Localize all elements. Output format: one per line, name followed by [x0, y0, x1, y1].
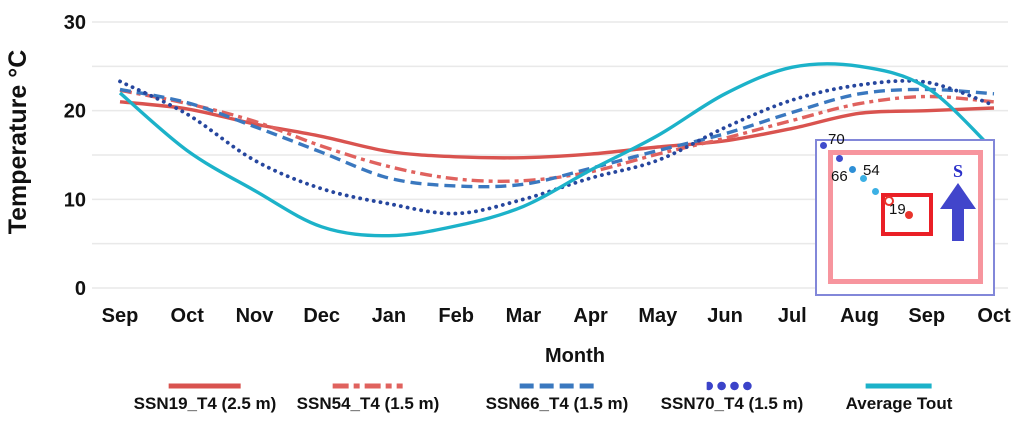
x-tick-7-apr: Apr [573, 305, 608, 327]
x-tick-13-oct: Oct [977, 305, 1011, 327]
inset-highlight-box [881, 193, 933, 236]
x-tick-8-may: May [638, 305, 678, 327]
x-tick-2-nov: Nov [236, 305, 275, 327]
legend-label: SSN70_T4 (1.5 m) [660, 394, 804, 413]
x-tick-9-jun: Jun [707, 305, 743, 327]
legend-item-ssn66-t4: SSN66_T4 (1.5 m) [485, 380, 629, 414]
y-tick-0: 0 [75, 278, 86, 300]
legend-sample-dotted [707, 381, 757, 391]
legend-item-ssn19-t4: SSN19_T4 (2.5 m) [133, 380, 277, 414]
sensor-dot-19-ring [884, 196, 894, 206]
x-tick-0-sep: Sep [102, 305, 139, 327]
north-arrow-icon [940, 183, 976, 241]
sensor-dot-54 [860, 175, 867, 182]
series-lines [118, 62, 996, 238]
sensor-label-54: 54 [863, 162, 880, 179]
compass: S [939, 161, 977, 243]
sensor-dot-70 [820, 142, 827, 149]
sensor-location-inset: 70 66 54 19 S [815, 132, 995, 296]
legend-sample-dashed [520, 383, 594, 389]
y-tick-30: 30 [64, 12, 86, 34]
x-tick-1-oct: Oct [171, 305, 205, 327]
legend-item-average: Average Tout [845, 380, 953, 414]
x-tick-11-aug: Aug [840, 305, 879, 327]
sensor-label-66: 66 [831, 168, 848, 185]
x-tick-10-jul: Jul [778, 305, 807, 327]
x-tick-4-jan: Jan [372, 305, 406, 327]
x-tick-5-feb: Feb [438, 305, 474, 327]
x-tick-12-sep: Sep [908, 305, 945, 327]
series-line-average [118, 62, 996, 238]
series-line-ssn66-t4 [119, 87, 995, 189]
legend-sample-dashdot [333, 383, 403, 389]
legend-item-ssn70-t4: SSN70_T4 (1.5 m) [660, 380, 804, 414]
sensor-dot-light-blue-2 [872, 188, 879, 195]
legend-sample-solid [169, 383, 241, 389]
x-axis-tick-labels: Sep Oct Nov Dec Jan Feb Mar Apr May Jun Jul Aug Sep O… [102, 305, 1011, 327]
inset-pink-frame [828, 150, 983, 284]
y-tick-10: 10 [64, 189, 86, 211]
legend-label: SSN66_T4 (1.5 m) [485, 394, 629, 413]
legend-label: Average Tout [845, 394, 953, 413]
series-line-ssn54-t4 [119, 88, 995, 183]
x-tick-6-mar: Mar [506, 305, 542, 327]
y-axis-tick-labels: 30 20 10 0 [64, 12, 86, 300]
legend-label: SSN54_T4 (1.5 m) [296, 394, 440, 413]
sensor-label-70: 70 [828, 131, 845, 148]
sensor-dot-royal-2 [836, 155, 843, 162]
series-line-ssn19-t4 [119, 100, 995, 160]
sensor-dot-66 [849, 166, 856, 173]
temperature-chart: 30 20 10 0 Sep Oct Nov Dec Jan Feb Mar Apr May Jun Ju… [4, 12, 1011, 367]
y-tick-20: 20 [64, 101, 86, 123]
sensor-dot-19 [905, 211, 913, 219]
legend-label: SSN19_T4 (2.5 m) [133, 394, 277, 413]
sensor-label-19: 19 [889, 201, 906, 218]
chart-legend: SSN19_T4 (2.5 m) SSN54_T4 (1.5 m) SSN66_T4… [0, 372, 1024, 432]
compass-s-label: S [952, 161, 963, 181]
legend-item-ssn54-t4: SSN54_T4 (1.5 m) [296, 380, 440, 414]
x-tick-3-dec: Dec [303, 305, 340, 327]
y-axis-title: Temperature °C [4, 50, 32, 235]
x-axis-title: Month [545, 345, 605, 367]
legend-sample-solid [866, 383, 932, 389]
